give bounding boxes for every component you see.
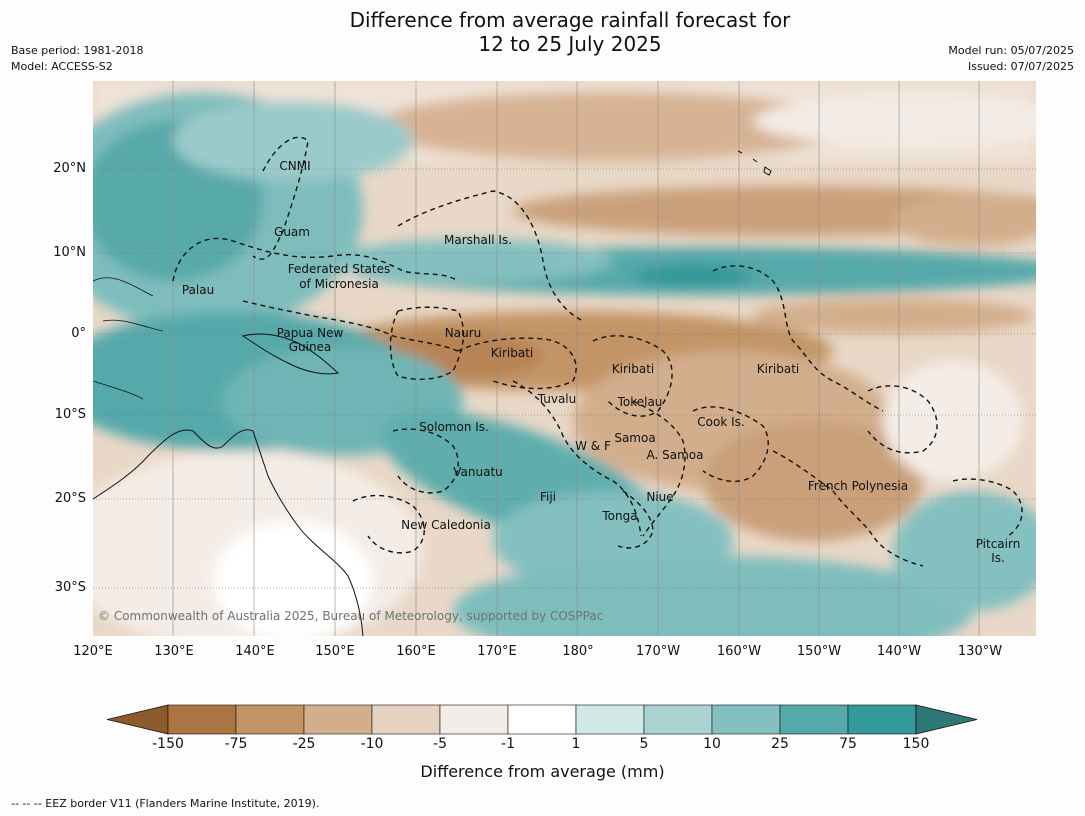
colorbar-cell xyxy=(643,704,713,735)
longitude-label: 140°E xyxy=(235,644,275,659)
region-label-png1: Papua New xyxy=(276,326,344,340)
latitude-label: 10°N xyxy=(53,245,86,260)
region-label-newcal: New Caledonia xyxy=(401,518,491,532)
australia-coastline xyxy=(93,429,364,636)
colorbar-tick-label: 1 xyxy=(571,736,581,752)
colorbar-tick-label: 25 xyxy=(771,736,789,752)
longitude-label: 120°E xyxy=(73,644,113,659)
region-label-wf: W & F xyxy=(575,439,611,453)
colorbar-extend-high xyxy=(915,704,978,735)
meta-right: Model run: 05/07/2025 Issued: 07/07/2025 xyxy=(948,43,1074,75)
longitude-label: 140°W xyxy=(876,644,922,659)
region-label-fsm1: Federated States xyxy=(287,262,391,276)
eez-borders xyxy=(172,136,1023,567)
colorbar-tick-label: -75 xyxy=(224,736,248,752)
base-period: Base period: 1981-2018 xyxy=(11,44,144,57)
colorbar-tick-label: 75 xyxy=(839,736,857,752)
colorbar-tick-label: 10 xyxy=(703,736,721,752)
colorbar-label: Difference from average (mm) xyxy=(420,762,665,781)
colorbar-cell xyxy=(235,704,305,735)
map-latitude-lines xyxy=(93,168,1036,589)
region-label-tuvalu: Tuvalu xyxy=(537,392,577,406)
colorbar-cell xyxy=(371,704,441,735)
region-label-png2: Guinea xyxy=(288,340,332,354)
region-label-kiribati1: Kiribati xyxy=(490,346,534,360)
region-label-tonga: Tonga xyxy=(602,509,638,523)
longitude-label: 170°W xyxy=(635,644,681,659)
longitude-label: 130°E xyxy=(154,644,194,659)
title-line-1: Difference from average rainfall forecas… xyxy=(349,8,791,32)
colorbar-cell xyxy=(439,704,509,735)
colorbar-tick-label: -1 xyxy=(501,736,515,752)
region-label-pitcairn2: Is. xyxy=(991,551,1005,565)
colorbar-tick-label: -10 xyxy=(360,736,384,752)
colorbar-tick-label: 5 xyxy=(639,736,649,752)
colorbar-tick-label: 150 xyxy=(902,736,930,752)
longitude-label: 170°E xyxy=(477,644,517,659)
colorbar-cell xyxy=(575,704,645,735)
region-label-guam: Guam xyxy=(274,225,310,239)
region-label-cook: Cook Is. xyxy=(697,415,745,429)
hawaii-islands xyxy=(737,150,772,176)
latitude-label: 30°S xyxy=(54,580,86,595)
region-label-fiji: Fiji xyxy=(539,490,557,504)
colorbar-cell xyxy=(167,704,237,735)
colorbar-cell xyxy=(779,704,849,735)
colorbar-tick-label: -5 xyxy=(433,736,447,752)
region-label-fsm2: of Micronesia xyxy=(299,277,379,291)
copyright-notice: © Commonwealth of Australia 2025, Bureau… xyxy=(98,609,604,623)
region-label-kiribati3: Kiribati xyxy=(756,362,800,376)
longitude-label: 160°W xyxy=(716,644,762,659)
new-guinea-coastline xyxy=(241,333,340,375)
colorbar-extend-low xyxy=(107,704,169,735)
latitude-label: 10°S xyxy=(54,407,86,422)
longitude-label: 180° xyxy=(562,644,594,659)
region-label-niue: Niue xyxy=(646,490,674,504)
latitude-label: 20°S xyxy=(54,491,86,506)
region-label-nauru: Nauru xyxy=(444,326,482,340)
footer-note: -- -- -- EEZ border V11 (Flanders Marine… xyxy=(11,797,320,810)
colorbar-tick-label: -150 xyxy=(152,736,184,752)
model-run: Model run: 05/07/2025 xyxy=(948,44,1074,57)
region-label-asamoa: A. Samoa xyxy=(646,448,704,462)
region-label-samoa: Samoa xyxy=(614,431,656,445)
longitude-label: 150°E xyxy=(315,644,355,659)
colorbar-tick-label: -25 xyxy=(292,736,316,752)
region-label-cnmi: CNMI xyxy=(279,159,311,173)
region-label-frpoly: French Polynesia xyxy=(807,479,909,493)
meta-left: Base period: 1981-2018 Model: ACCESS-S2 xyxy=(11,43,143,75)
region-label-marshall: Marshall Is. xyxy=(444,233,512,247)
issued-date: Issued: 07/07/2025 xyxy=(967,60,1074,73)
title-line-2: 12 to 25 July 2025 xyxy=(478,32,662,56)
region-label-pitcairn1: Pitcairn xyxy=(975,537,1021,551)
region-label-solomon: Solomon Is. xyxy=(419,420,489,434)
region-label-tokelau: Tokelau xyxy=(617,395,663,409)
colorbar-cell xyxy=(847,704,917,735)
region-label-kiribati2: Kiribati xyxy=(611,362,655,376)
islands-coastline xyxy=(93,277,164,400)
longitude-label: 160°E xyxy=(396,644,436,659)
map-grid xyxy=(172,81,980,636)
colorbar xyxy=(107,704,978,735)
chart-title: Difference from average rainfall forecas… xyxy=(0,8,1085,56)
latitude-label: 0° xyxy=(71,326,86,341)
longitude-label: 150°W xyxy=(796,644,842,659)
colorbar-cell xyxy=(711,704,781,735)
region-label-vanuatu: Vanuatu xyxy=(453,465,503,479)
colorbar-cell xyxy=(507,704,577,735)
region-label-palau: Palau xyxy=(181,283,215,297)
colorbar-cell xyxy=(303,704,373,735)
rainfall-map xyxy=(93,81,1036,636)
latitude-label: 20°N xyxy=(53,161,86,176)
longitude-label: 130°W xyxy=(957,644,1003,659)
model-name: Model: ACCESS-S2 xyxy=(11,60,113,73)
